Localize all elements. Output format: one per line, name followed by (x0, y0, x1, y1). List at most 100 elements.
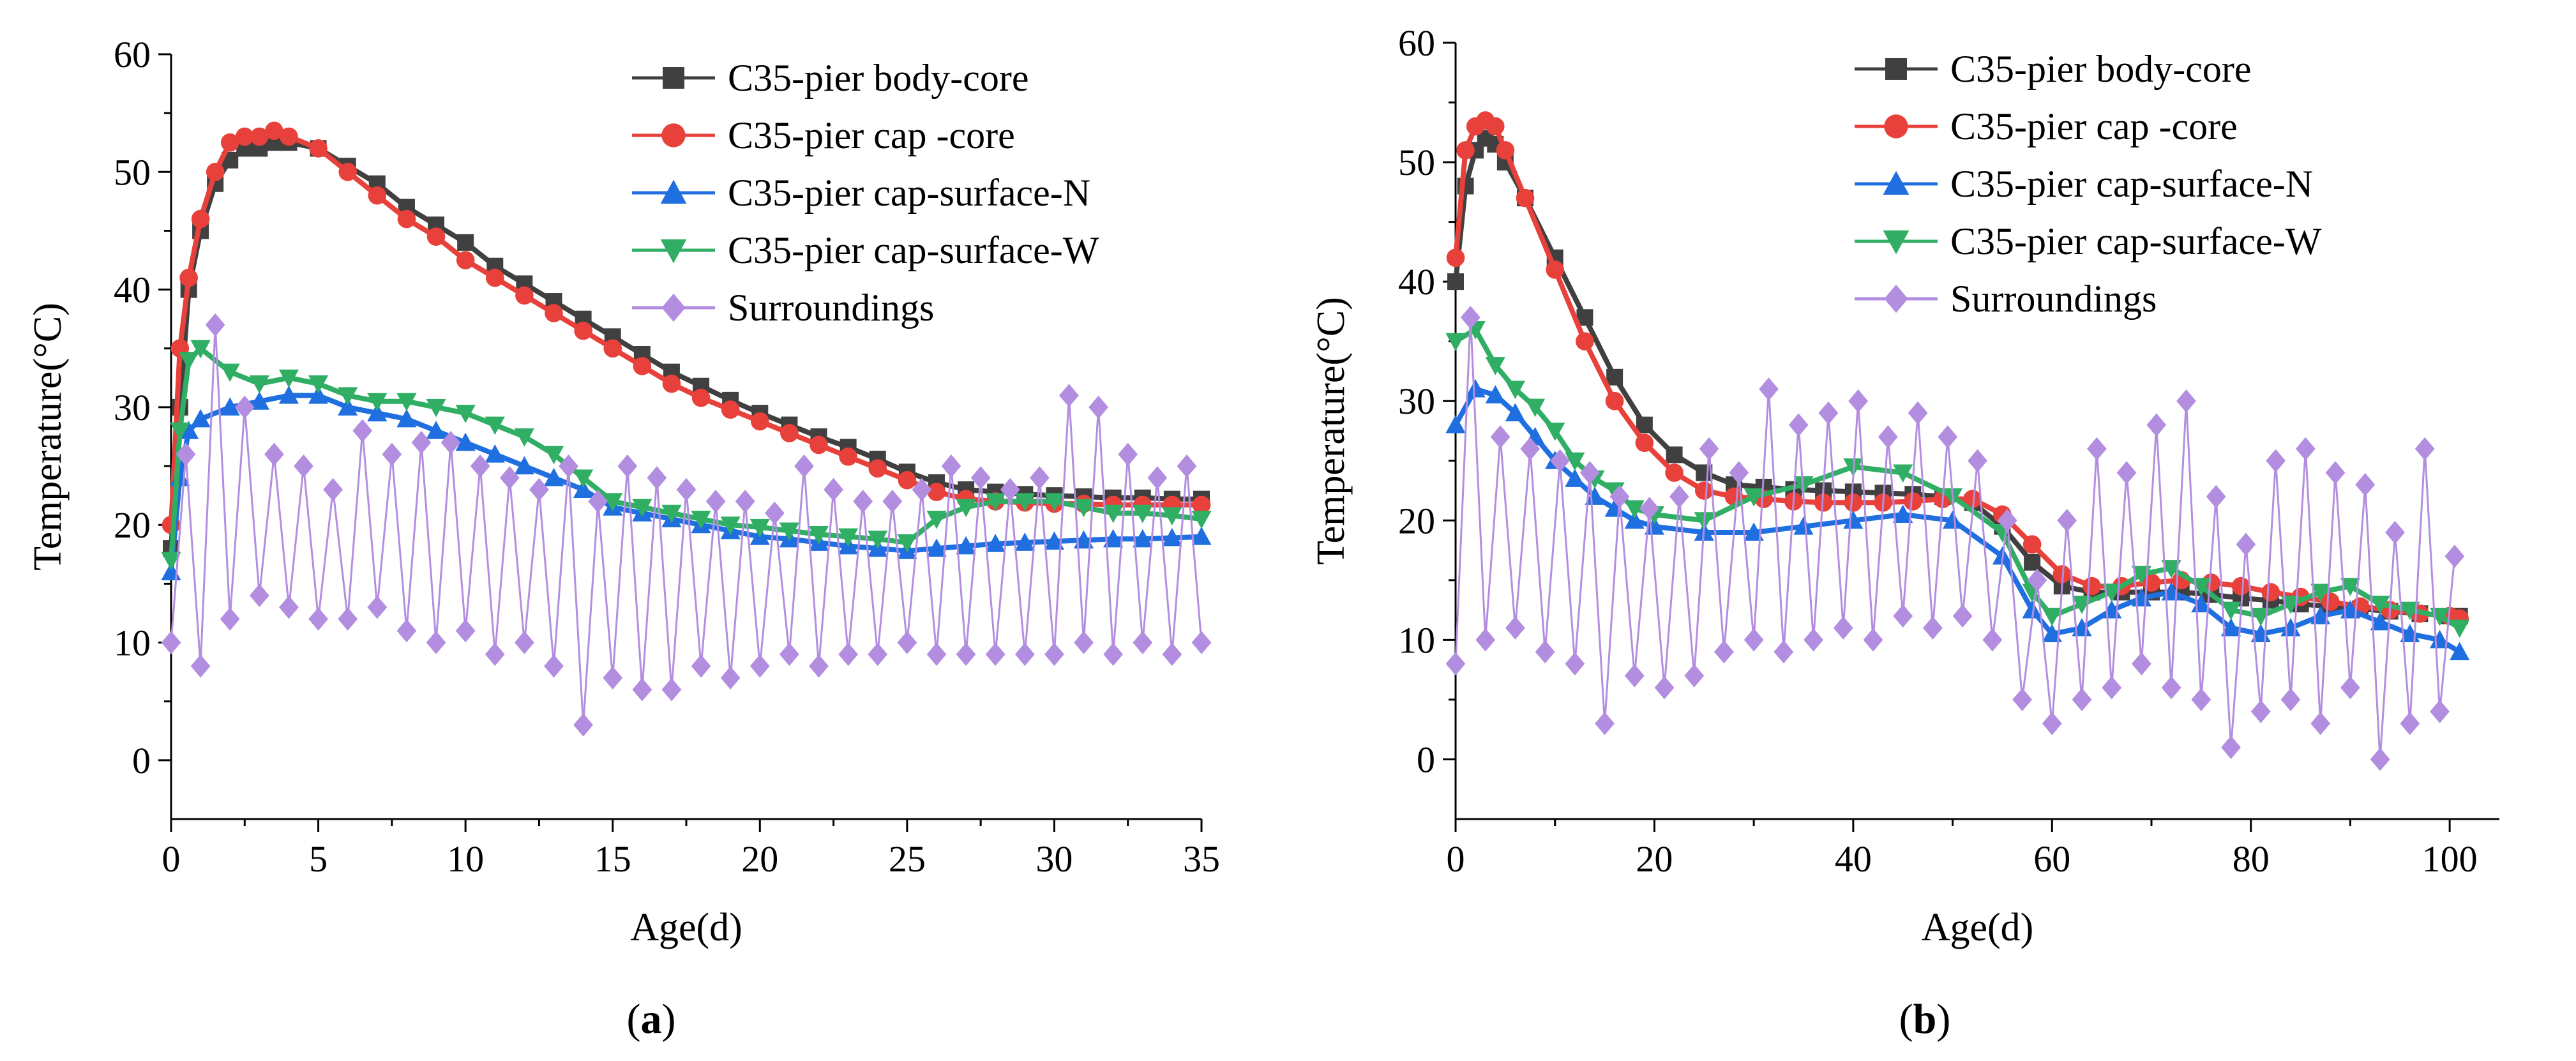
data-point-a-4 (691, 654, 711, 678)
data-point-a-3 (179, 352, 199, 370)
data-point-b-1 (1576, 332, 1594, 350)
y-tick-label-b: 0 (1417, 739, 1435, 780)
data-point-b-4 (2266, 449, 2286, 472)
data-point-a-3 (1133, 504, 1153, 523)
data-point-b-4 (1550, 449, 1570, 472)
data-point-a-2 (573, 479, 594, 498)
data-point-b-0 (1666, 446, 1683, 463)
data-point-a-3 (514, 428, 534, 447)
x-tick-label-b: 0 (1447, 838, 1465, 880)
data-point-a-3 (220, 363, 240, 382)
data-point-b-4 (1923, 616, 1943, 640)
data-point-b-3 (1624, 500, 1645, 519)
legend-swatch-marker-b-4 (1884, 284, 1908, 313)
data-point-b-3 (1893, 464, 1913, 483)
data-point-a-3 (985, 493, 1006, 511)
data-point-b-4 (2086, 437, 2107, 461)
data-point-b-4 (1460, 306, 1480, 329)
legend-entry-a-2: C35-pier cap-surface-N (728, 172, 1090, 214)
y-tick-label-b: 60 (1398, 22, 1435, 64)
legend-swatch-marker-b-1 (1884, 114, 1908, 139)
data-point-b-4 (1863, 628, 1883, 652)
legend-entry-b-3: C35-pier cap-surface-W (1950, 220, 2322, 262)
x-tick-label-b: 100 (2422, 838, 2478, 880)
data-point-b-2 (2429, 629, 2450, 649)
data-point-a-2 (1014, 532, 1035, 551)
data-point-a-1 (574, 321, 592, 340)
data-point-a-4 (912, 478, 932, 502)
data-point-a-1 (280, 127, 298, 146)
data-point-a-4 (780, 642, 799, 666)
series-b-4 (1445, 306, 2465, 771)
series-a-3 (161, 340, 1212, 571)
data-point-b-4 (2206, 485, 2226, 509)
data-point-b-1 (2053, 565, 2072, 583)
data-point-b-1 (1496, 141, 1515, 160)
data-point-a-2 (308, 385, 329, 404)
data-point-a-2 (1162, 527, 1182, 546)
data-point-b-2 (1485, 385, 1505, 403)
data-point-b-2 (1744, 522, 1764, 541)
data-point-b-2 (1624, 510, 1645, 529)
legend-swatch-marker-a-1 (661, 123, 686, 147)
x-tick-label-a: 15 (594, 838, 631, 880)
data-point-a-4 (735, 490, 755, 513)
data-point-a-2 (1044, 531, 1065, 550)
x-tick-label-b: 80 (2233, 838, 2270, 880)
data-point-a-1 (721, 400, 740, 419)
data-point-b-4 (1952, 604, 1973, 628)
data-point-b-4 (1938, 425, 1958, 449)
data-point-a-4 (838, 642, 859, 666)
data-point-a-4 (897, 631, 917, 654)
x-tick-label-a: 5 (309, 838, 328, 880)
data-point-b-4 (2385, 520, 2405, 545)
data-point-a-2 (220, 397, 240, 416)
y-axis-title-b: Temperature(°C) (1309, 297, 1353, 565)
data-point-b-4 (1684, 664, 1705, 688)
data-point-b-4 (2325, 461, 2346, 485)
data-point-a-4 (234, 395, 255, 419)
data-point-a-1 (206, 163, 225, 181)
data-point-a-3 (485, 416, 505, 435)
x-axis-title-a: Age(d) (630, 906, 742, 949)
data-point-a-4 (853, 490, 873, 513)
data-point-a-4 (1147, 466, 1168, 490)
data-point-b-4 (2295, 437, 2316, 461)
data-point-a-4 (941, 454, 961, 478)
data-point-a-4 (279, 596, 299, 619)
data-point-a-1 (338, 163, 357, 181)
data-point-a-4 (1000, 478, 1020, 502)
data-point-a-1 (191, 209, 210, 229)
data-point-b-4 (2236, 532, 2256, 556)
data-point-b-4 (1982, 628, 2003, 652)
legend-b: C35-pier body-core C35-pier cap -core C35-… (1855, 48, 2322, 320)
y-tick-label-b: 10 (1398, 619, 1435, 661)
data-point-b-2 (1893, 504, 1913, 523)
data-point-a-2 (426, 421, 446, 439)
data-point-a-1 (839, 448, 857, 466)
data-point-a-4 (1014, 642, 1035, 666)
data-point-a-2 (190, 409, 211, 428)
data-point-a-2 (1133, 529, 1153, 548)
legend-entry-b-2: C35-pier cap-surface-N (1950, 163, 2313, 205)
data-point-b-4 (1475, 628, 1496, 652)
data-point-b-4 (1804, 628, 1823, 652)
data-point-b-4 (1729, 461, 1749, 485)
data-point-b-2 (2042, 624, 2062, 643)
data-point-a-4 (338, 607, 358, 631)
data-point-a-4 (294, 454, 313, 478)
data-point-b-1 (1456, 141, 1475, 160)
data-point-b-4 (2012, 688, 2032, 712)
chart-panel-b: 0 10 20 30 40 50 60 0 20 40 60 80 100 Age(d) Temperatu… (1309, 22, 2499, 949)
data-point-a-4 (485, 642, 505, 666)
data-point-a-2 (455, 432, 476, 451)
data-point-b-4 (1744, 628, 1764, 652)
data-point-a-4 (985, 642, 1006, 666)
data-point-a-3 (170, 422, 190, 441)
legend-swatch-marker-a-4 (661, 293, 686, 322)
data-point-a-1 (898, 470, 917, 490)
data-point-b-4 (1639, 497, 1660, 520)
data-point-b-4 (1759, 377, 1779, 401)
x-axis-title-b: Age(d) (1922, 906, 2034, 949)
data-point-a-3 (396, 393, 417, 412)
